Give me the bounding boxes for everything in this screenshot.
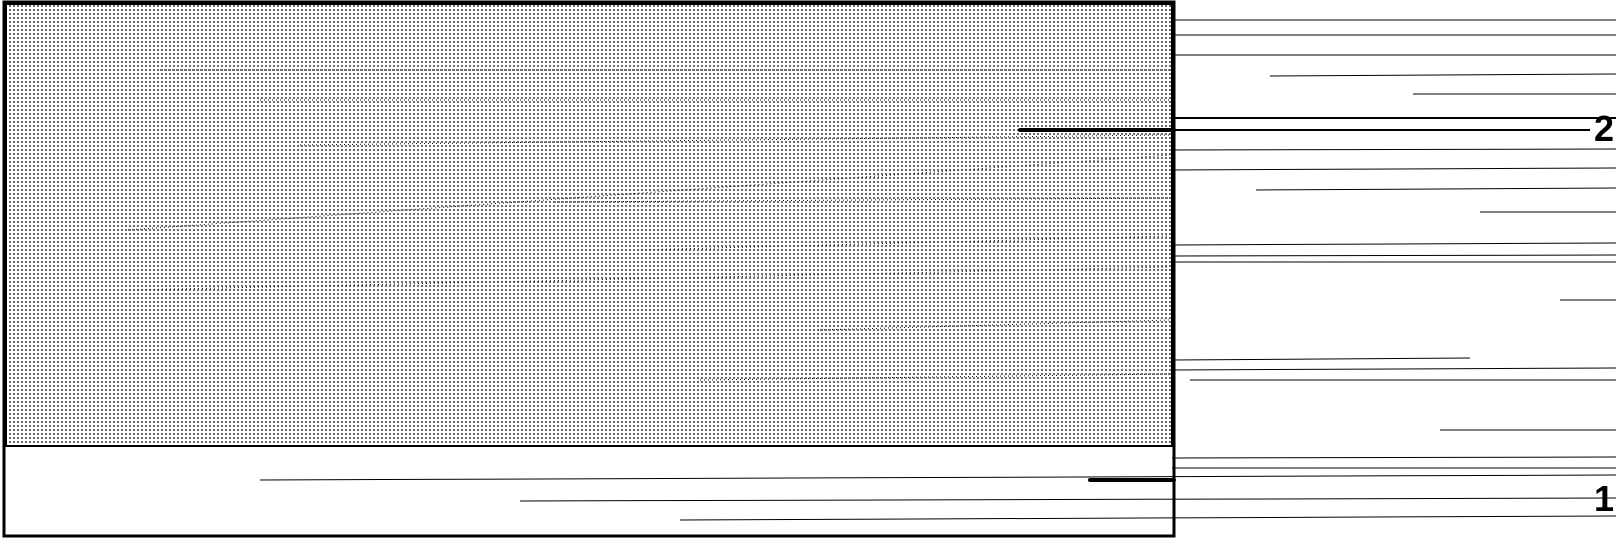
callout-1: 1: [1594, 478, 1614, 520]
callout-2: 2: [1594, 108, 1614, 150]
bottom-streaks: [260, 475, 1616, 520]
right-streaks: [1172, 20, 1616, 468]
technical-diagram: [0, 0, 1618, 539]
